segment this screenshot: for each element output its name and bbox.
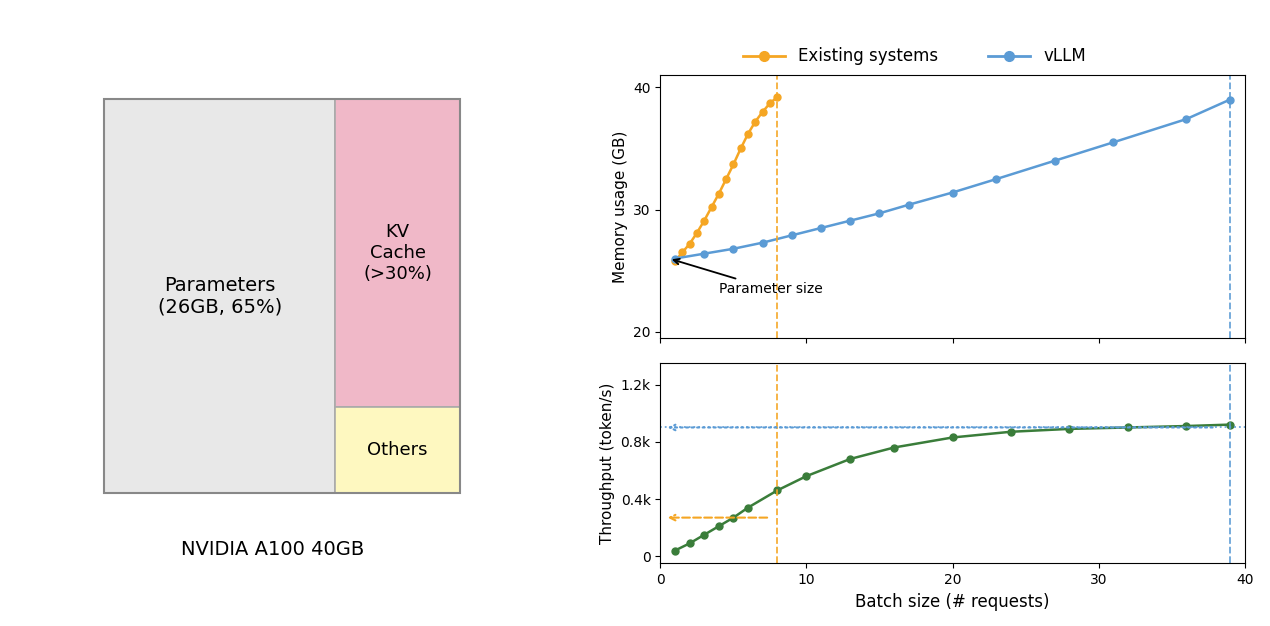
Y-axis label: Throughput (token/s): Throughput (token/s) — [599, 382, 615, 544]
Bar — [104, 99, 460, 493]
Text: Parameter size: Parameter size — [674, 259, 823, 296]
Bar — [335, 99, 460, 406]
X-axis label: Batch size (# requests): Batch size (# requests) — [855, 593, 1050, 611]
Y-axis label: Memory usage (GB): Memory usage (GB) — [612, 130, 627, 283]
Bar — [104, 99, 335, 493]
Legend: Existing systems, vLLM: Existing systems, vLLM — [743, 48, 1086, 65]
Text: Others: Others — [367, 441, 428, 459]
Text: KV
Cache
(>30%): KV Cache (>30%) — [363, 223, 432, 282]
Text: Parameters
(26GB, 65%): Parameters (26GB, 65%) — [157, 275, 282, 317]
Text: NVIDIA A100 40GB: NVIDIA A100 40GB — [182, 540, 364, 559]
Bar — [335, 406, 460, 493]
